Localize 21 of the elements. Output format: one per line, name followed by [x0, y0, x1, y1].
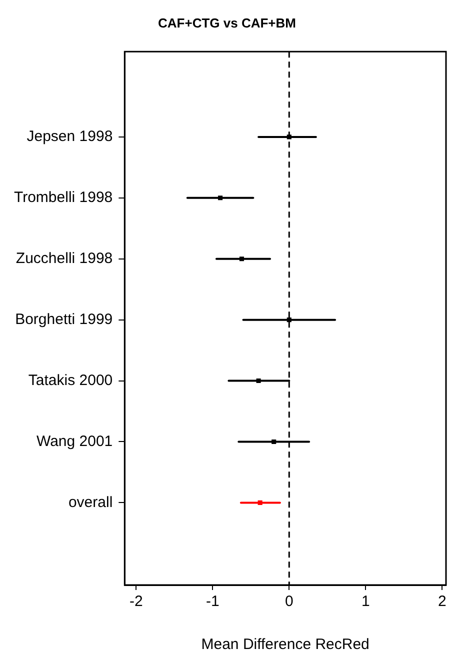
point — [272, 439, 276, 444]
x-tick-label: -2 — [129, 593, 143, 610]
x-tick-label: 2 — [438, 593, 446, 610]
point — [258, 500, 262, 505]
point — [239, 256, 244, 262]
point — [256, 378, 261, 384]
point — [286, 318, 292, 322]
y-tick-label: Trombelli 1998 — [14, 189, 113, 206]
chart-title: CAF+CTG vs CAF+BM — [158, 15, 296, 30]
y-tick-label: Wang 2001 — [36, 432, 113, 450]
y-tick-label: Borghetti 1999 — [15, 310, 113, 328]
y-tick-label: overall — [68, 494, 113, 511]
x-tick-label: 1 — [361, 593, 370, 610]
point — [286, 134, 292, 140]
x-axis-title: Mean Difference RecRed — [201, 636, 370, 654]
point — [218, 196, 223, 200]
y-tick-label: Tatakis 2000 — [28, 372, 113, 389]
x-tick-label: 0 — [284, 593, 294, 610]
y-tick-label: Jepsen 1998 — [26, 128, 113, 146]
x-tick-label: -1 — [206, 593, 220, 610]
y-tick-label: Zucchelli 1998 — [16, 250, 113, 268]
